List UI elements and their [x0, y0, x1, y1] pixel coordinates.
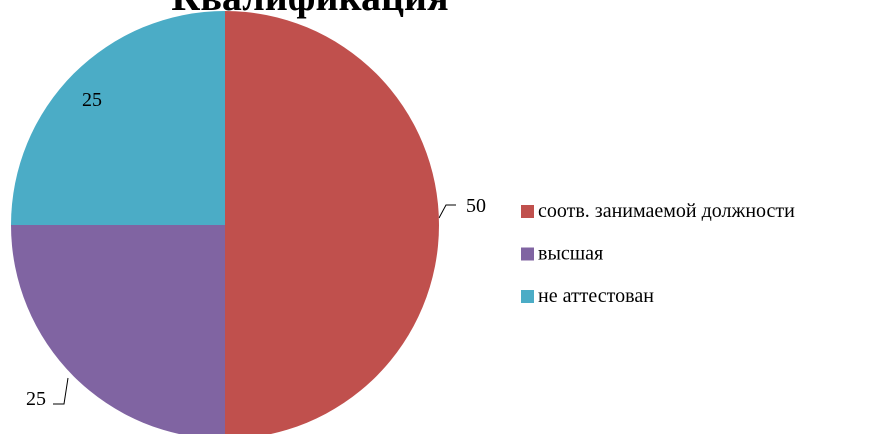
pie-slice	[11, 11, 225, 225]
data-label: 25	[26, 388, 46, 410]
pie-slice	[11, 225, 225, 434]
legend-swatch	[521, 247, 534, 261]
legend-swatch	[521, 205, 534, 218]
leader-line	[53, 377, 69, 405]
leader-line	[438, 204, 456, 219]
legend-label: высшая	[538, 243, 603, 265]
data-label: 25	[82, 89, 102, 111]
data-label: 50	[466, 195, 486, 217]
legend-swatch	[521, 290, 534, 303]
pie-slice	[225, 11, 439, 434]
legend-label: не аттестован	[538, 285, 654, 307]
legend-label: соотв. занимаемой должности	[538, 200, 795, 222]
